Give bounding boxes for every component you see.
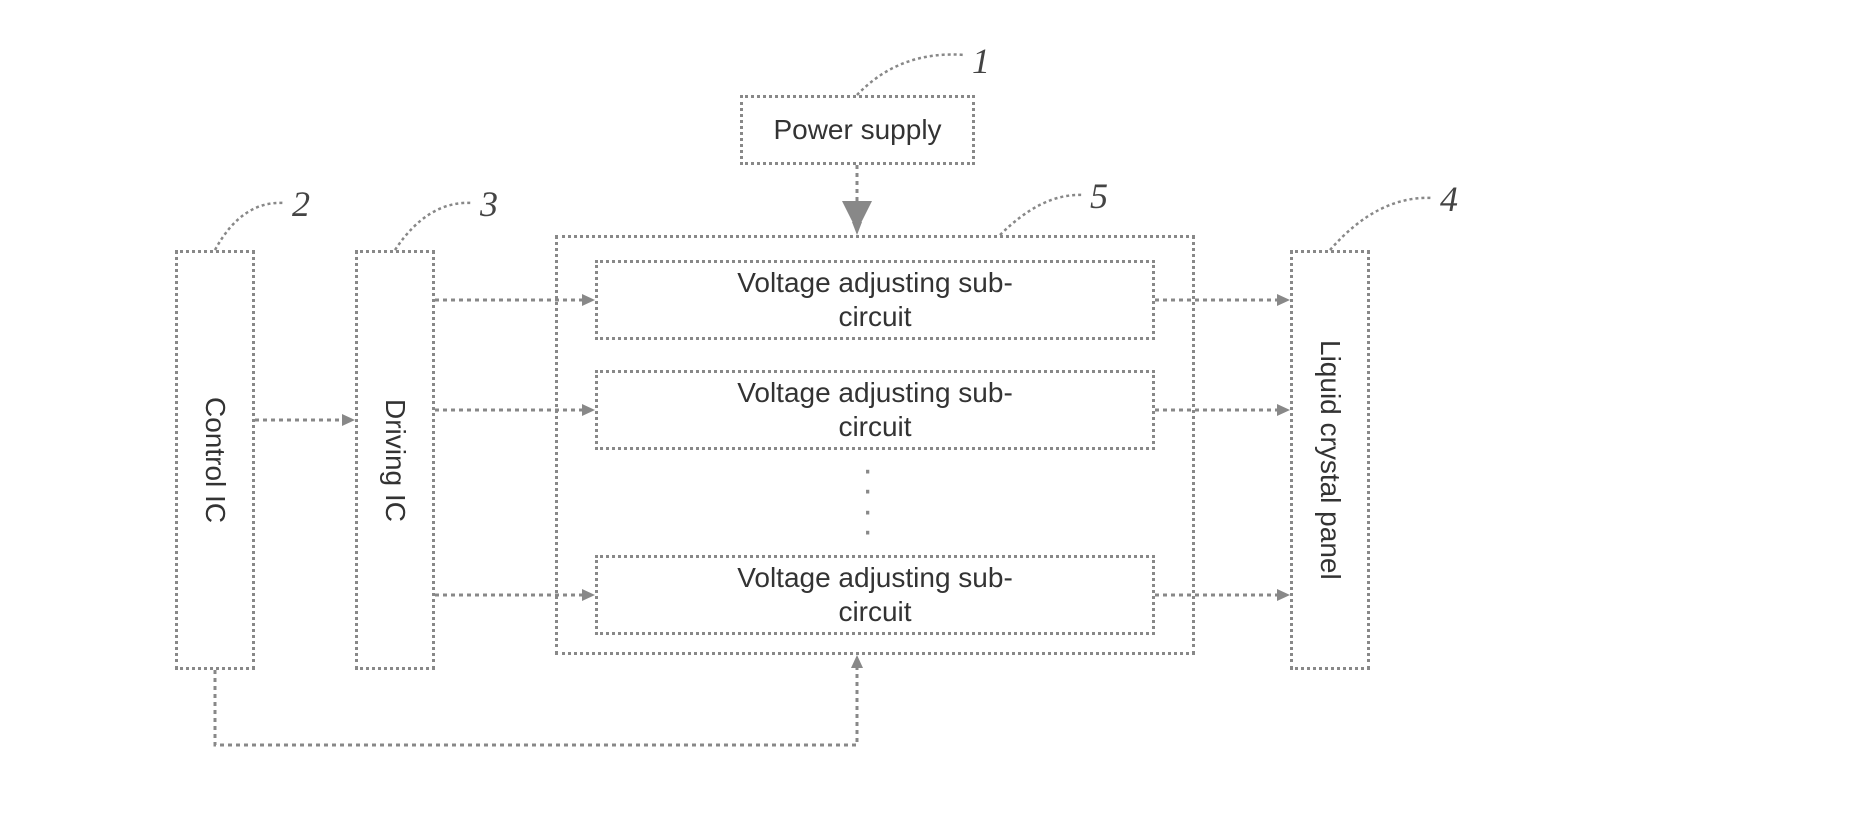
- ref-label-4: 4: [1440, 178, 1458, 220]
- ref-label-2: 2: [292, 183, 310, 225]
- block-sub-circuit-3: Voltage adjusting sub- circuit: [595, 555, 1155, 635]
- ref-3-text: 3: [480, 184, 498, 224]
- block-lcd-panel-label: Liquid crystal panel: [1314, 340, 1346, 580]
- block-sub-circuit-2: Voltage adjusting sub- circuit: [595, 370, 1155, 450]
- ref-label-5: 5: [1090, 175, 1108, 217]
- block-power-supply-label: Power supply: [773, 114, 941, 146]
- block-power-supply: Power supply: [740, 95, 975, 165]
- block-sub3-label: Voltage adjusting sub- circuit: [737, 561, 1013, 628]
- ref-label-1: 1: [972, 40, 990, 82]
- ref-label-3: 3: [480, 183, 498, 225]
- block-liquid-crystal-panel: Liquid crystal panel: [1290, 250, 1370, 670]
- ellipsis-dots: ····: [862, 460, 875, 542]
- dots-text: ····: [862, 451, 875, 550]
- ref-1-text: 1: [972, 41, 990, 81]
- ref-5-text: 5: [1090, 176, 1108, 216]
- block-control-ic: Control IC: [175, 250, 255, 670]
- block-driving-ic: Driving IC: [355, 250, 435, 670]
- block-sub-circuit-1: Voltage adjusting sub- circuit: [595, 260, 1155, 340]
- block-driving-ic-label: Driving IC: [379, 399, 411, 522]
- block-sub1-label: Voltage adjusting sub- circuit: [737, 266, 1013, 333]
- ref-2-text: 2: [292, 184, 310, 224]
- block-sub2-label: Voltage adjusting sub- circuit: [737, 376, 1013, 443]
- block-control-ic-label: Control IC: [199, 397, 231, 523]
- ref-4-text: 4: [1440, 179, 1458, 219]
- block-diagram: Power supply Control IC Driving IC Liqui…: [0, 0, 1861, 838]
